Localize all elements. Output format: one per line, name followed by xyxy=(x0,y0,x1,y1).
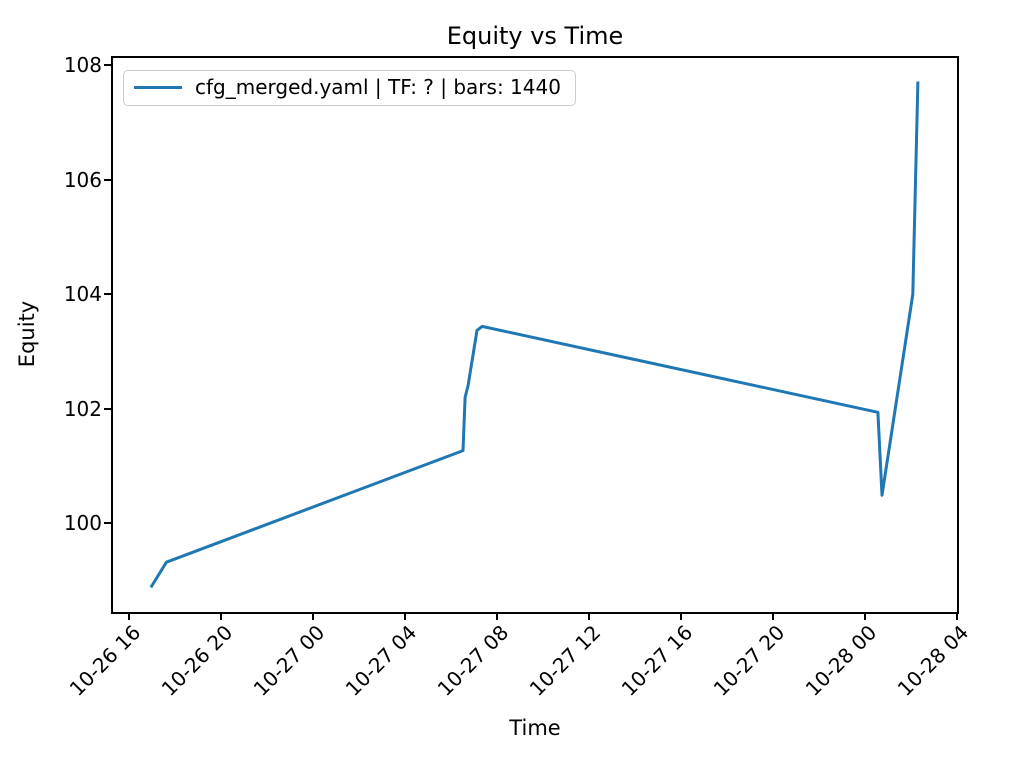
x-axis-label: Time xyxy=(509,716,561,740)
y-axis-label: Equity xyxy=(15,300,39,368)
legend-line-sample-icon xyxy=(134,86,182,89)
x-tick-mark xyxy=(772,614,775,620)
y-tick-label: 108 xyxy=(63,53,102,78)
plot-area: cfg_merged.yaml | TF: ? | bars: 1440 xyxy=(111,56,959,614)
legend: cfg_merged.yaml | TF: ? | bars: 1440 xyxy=(123,70,576,106)
x-tick-mark xyxy=(496,614,499,620)
y-tick-mark xyxy=(104,64,111,67)
equity-line xyxy=(149,81,920,589)
y-tick-mark xyxy=(104,178,111,181)
x-tick-mark xyxy=(864,614,866,620)
chart-title: Equity vs Time xyxy=(446,22,624,50)
x-tick-mark xyxy=(680,614,683,620)
legend-label: cfg_merged.yaml | TF: ? | bars: 1440 xyxy=(195,75,561,99)
y-tick-label: 104 xyxy=(63,282,102,307)
y-tick-mark xyxy=(104,522,111,525)
y-tick-mark xyxy=(104,407,111,410)
x-tick-mark xyxy=(588,614,591,620)
x-tick-mark xyxy=(312,614,315,620)
equity-line-chart xyxy=(149,81,920,589)
y-tick-mark xyxy=(104,293,111,296)
x-tick-mark xyxy=(128,614,131,620)
x-tick-mark xyxy=(404,614,407,620)
x-tick-mark xyxy=(220,614,223,620)
y-tick-label: 102 xyxy=(63,396,102,421)
y-tick-label: 100 xyxy=(63,511,102,536)
x-tick-mark xyxy=(956,614,958,620)
y-tick-label: 106 xyxy=(63,167,102,192)
